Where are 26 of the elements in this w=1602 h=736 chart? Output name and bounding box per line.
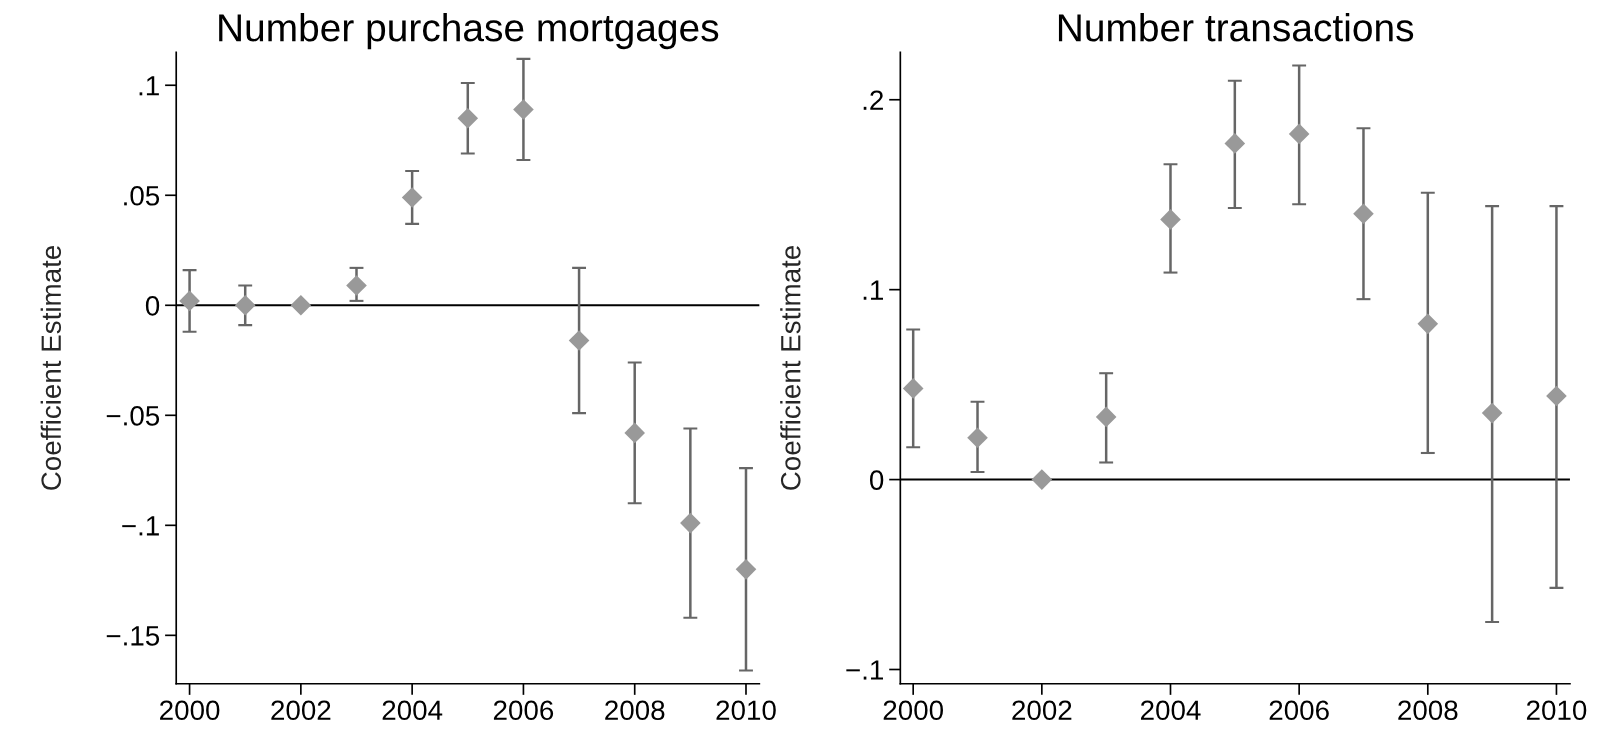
x-tick-label: 2002 xyxy=(271,700,331,721)
y-tick-label: .1 xyxy=(139,76,159,96)
chart-title: Number transactions xyxy=(1058,12,1414,42)
x-tick-label: 2008 xyxy=(1398,700,1458,721)
x-tick-label: 2004 xyxy=(382,700,443,721)
y-tick-label: −.15 xyxy=(106,626,160,646)
y-tick-label: .1 xyxy=(863,280,883,300)
x-tick-label: 2006 xyxy=(1269,700,1329,721)
x-tick-label: 2010 xyxy=(1526,700,1587,721)
x-tick-label: 2008 xyxy=(605,700,665,721)
y-tick-label: 0 xyxy=(145,295,160,316)
y-axis-title: Coefficient Estimate xyxy=(780,245,801,490)
x-tick-label: 2004 xyxy=(1141,700,1201,721)
x-tick-label: 2006 xyxy=(493,700,554,721)
x-tick-label: 2002 xyxy=(1012,700,1072,721)
y-tick-label: .2 xyxy=(863,90,883,110)
x-tick-label: 2000 xyxy=(883,700,943,721)
chart-title: Number purchase mortgages xyxy=(219,12,719,50)
y-tick-label: 0 xyxy=(869,470,884,490)
y-axis-title: Coefficient Estimate xyxy=(40,245,62,490)
x-tick-label: 2010 xyxy=(716,700,776,721)
x-tick-label: 2000 xyxy=(160,700,220,721)
y-tick-label: −.1 xyxy=(846,660,883,680)
y-tick-label: −.1 xyxy=(122,516,159,536)
y-tick-label: −.05 xyxy=(106,405,160,426)
y-tick-label: .05 xyxy=(124,185,160,206)
